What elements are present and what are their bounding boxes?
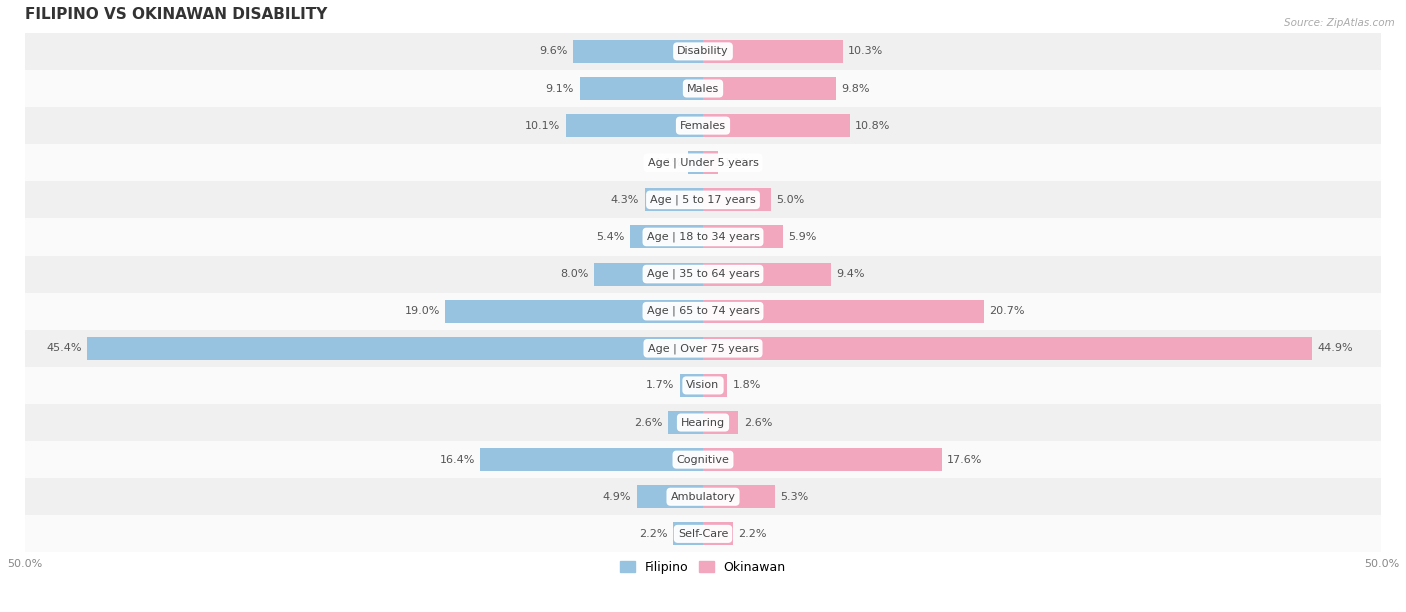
Text: FILIPINO VS OKINAWAN DISABILITY: FILIPINO VS OKINAWAN DISABILITY — [24, 7, 328, 22]
Text: 4.3%: 4.3% — [610, 195, 640, 205]
Text: 1.1%: 1.1% — [723, 158, 752, 168]
Text: Disability: Disability — [678, 47, 728, 56]
Legend: Filipino, Okinawan: Filipino, Okinawan — [616, 557, 790, 577]
Text: Age | 5 to 17 years: Age | 5 to 17 years — [650, 195, 756, 205]
Bar — [24, 33, 1382, 70]
Bar — [703, 523, 733, 545]
Text: 4.9%: 4.9% — [603, 492, 631, 502]
Bar — [24, 478, 1382, 515]
Bar — [645, 188, 703, 211]
Bar — [24, 367, 1382, 404]
Bar — [703, 77, 837, 100]
Text: Age | 18 to 34 years: Age | 18 to 34 years — [647, 232, 759, 242]
Bar — [703, 40, 842, 63]
Bar — [572, 40, 703, 63]
Text: 5.9%: 5.9% — [789, 232, 817, 242]
Text: Males: Males — [688, 83, 718, 94]
Bar — [703, 337, 1312, 360]
Bar — [24, 107, 1382, 144]
Bar — [703, 151, 718, 174]
Text: 10.8%: 10.8% — [855, 121, 890, 130]
Bar — [595, 263, 703, 286]
Bar — [703, 411, 738, 434]
Bar — [668, 411, 703, 434]
Bar — [703, 263, 831, 286]
Text: 2.2%: 2.2% — [738, 529, 766, 539]
Text: 16.4%: 16.4% — [440, 455, 475, 465]
Bar — [24, 441, 1382, 478]
Text: 1.1%: 1.1% — [654, 158, 683, 168]
Bar — [24, 218, 1382, 256]
Bar — [703, 374, 727, 397]
Bar — [87, 337, 703, 360]
Bar — [703, 188, 770, 211]
Bar — [703, 448, 942, 471]
Text: 2.6%: 2.6% — [744, 417, 772, 428]
Bar — [24, 330, 1382, 367]
Text: Source: ZipAtlas.com: Source: ZipAtlas.com — [1284, 18, 1395, 28]
Text: 2.2%: 2.2% — [640, 529, 668, 539]
Text: 1.8%: 1.8% — [733, 381, 761, 390]
Text: Age | Over 75 years: Age | Over 75 years — [648, 343, 758, 354]
Text: 9.4%: 9.4% — [837, 269, 865, 279]
Bar — [24, 256, 1382, 293]
Bar — [24, 144, 1382, 181]
Text: Age | 65 to 74 years: Age | 65 to 74 years — [647, 306, 759, 316]
Bar — [673, 523, 703, 545]
Bar — [567, 114, 703, 137]
Bar — [24, 293, 1382, 330]
Bar — [703, 485, 775, 508]
Text: 8.0%: 8.0% — [561, 269, 589, 279]
Text: Age | 35 to 64 years: Age | 35 to 64 years — [647, 269, 759, 279]
Text: Hearing: Hearing — [681, 417, 725, 428]
Bar — [481, 448, 703, 471]
Text: 20.7%: 20.7% — [990, 306, 1025, 316]
Bar — [681, 374, 703, 397]
Text: Vision: Vision — [686, 381, 720, 390]
Text: Self-Care: Self-Care — [678, 529, 728, 539]
Text: 2.6%: 2.6% — [634, 417, 662, 428]
Bar — [637, 485, 703, 508]
Bar — [24, 70, 1382, 107]
Text: 5.3%: 5.3% — [780, 492, 808, 502]
Text: 19.0%: 19.0% — [405, 306, 440, 316]
Bar — [630, 225, 703, 248]
Bar — [579, 77, 703, 100]
Bar — [24, 181, 1382, 218]
Text: 17.6%: 17.6% — [948, 455, 983, 465]
Text: Cognitive: Cognitive — [676, 455, 730, 465]
Text: 10.1%: 10.1% — [526, 121, 561, 130]
Text: Females: Females — [681, 121, 725, 130]
Bar — [703, 300, 984, 323]
Bar — [703, 225, 783, 248]
Text: 5.4%: 5.4% — [596, 232, 624, 242]
Text: Age | Under 5 years: Age | Under 5 years — [648, 157, 758, 168]
Bar — [703, 114, 849, 137]
Bar — [24, 515, 1382, 553]
Text: 9.8%: 9.8% — [841, 83, 870, 94]
Text: 45.4%: 45.4% — [46, 343, 82, 353]
Text: 9.1%: 9.1% — [546, 83, 574, 94]
Text: 5.0%: 5.0% — [776, 195, 804, 205]
Text: 44.9%: 44.9% — [1317, 343, 1354, 353]
Text: 9.6%: 9.6% — [538, 47, 567, 56]
Bar — [688, 151, 703, 174]
Text: Ambulatory: Ambulatory — [671, 492, 735, 502]
Text: 10.3%: 10.3% — [848, 47, 883, 56]
Bar — [446, 300, 703, 323]
Bar — [24, 404, 1382, 441]
Text: 1.7%: 1.7% — [647, 381, 675, 390]
